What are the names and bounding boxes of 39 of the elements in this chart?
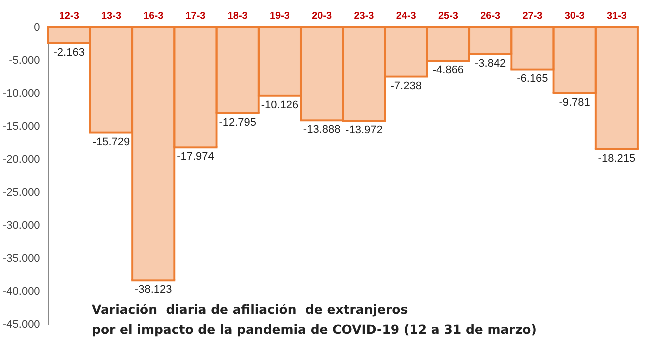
data-label: -6.165 [517, 73, 548, 86]
x-tick-label: 23-3 [354, 10, 375, 22]
data-label: -3.842 [474, 58, 506, 70]
text: Variación diaria de afiliación de extranjeros por el impacto de la pandemia de COVID-19 (12 a 31 de marzo) [92, 301, 537, 339]
data-label: -2.163 [54, 46, 85, 59]
x-tick-label: 19-3 [270, 10, 290, 22]
y-tick-label: -25.000 [2, 187, 40, 200]
x-tick-label: 25-3 [438, 10, 459, 22]
data-label: -9.781 [559, 97, 590, 110]
y-tick-label: -10.000 [2, 88, 40, 100]
x-tick-label: 30-3 [564, 10, 586, 22]
y-tick-label: -35.000 [2, 253, 40, 266]
data-label: -13.888 [303, 124, 341, 136]
y-tick-label: -5.000 [9, 55, 40, 68]
data-label: -38.123 [134, 284, 172, 296]
data-label: -18.215 [598, 152, 636, 165]
data-label: -17.974 [177, 151, 214, 164]
data-label: -4.866 [432, 64, 464, 77]
x-tick-label: 26-3 [480, 10, 502, 22]
y-tick-label: -15.000 [2, 121, 40, 134]
x-tick-label: 18-3 [228, 10, 248, 22]
y-tick-label: -45.000 [2, 319, 40, 332]
x-tick-label: 17-3 [186, 10, 206, 22]
data-label: -13.972 [346, 124, 383, 137]
x-tick-label: 16-3 [144, 10, 164, 22]
data-label: -12.795 [219, 116, 257, 129]
x-tick-label: 24-3 [396, 10, 417, 22]
y-tick-label: -20.000 [2, 154, 40, 166]
x-tick-label: 31-3 [606, 10, 628, 22]
x-tick-label: 20-3 [312, 10, 333, 22]
x-tick-label: 13-3 [101, 10, 122, 22]
y-tick-label: -40.000 [2, 286, 40, 298]
x-tick-label: 12-3 [59, 10, 80, 22]
data-label: -10.126 [261, 99, 299, 112]
data-label: -7.238 [390, 80, 422, 92]
y-tick-label: 0 [34, 22, 40, 34]
y-tick-label: -30.000 [2, 220, 40, 232]
x-tick-label: 27-3 [522, 10, 544, 22]
data-label: -15.729 [92, 136, 130, 148]
